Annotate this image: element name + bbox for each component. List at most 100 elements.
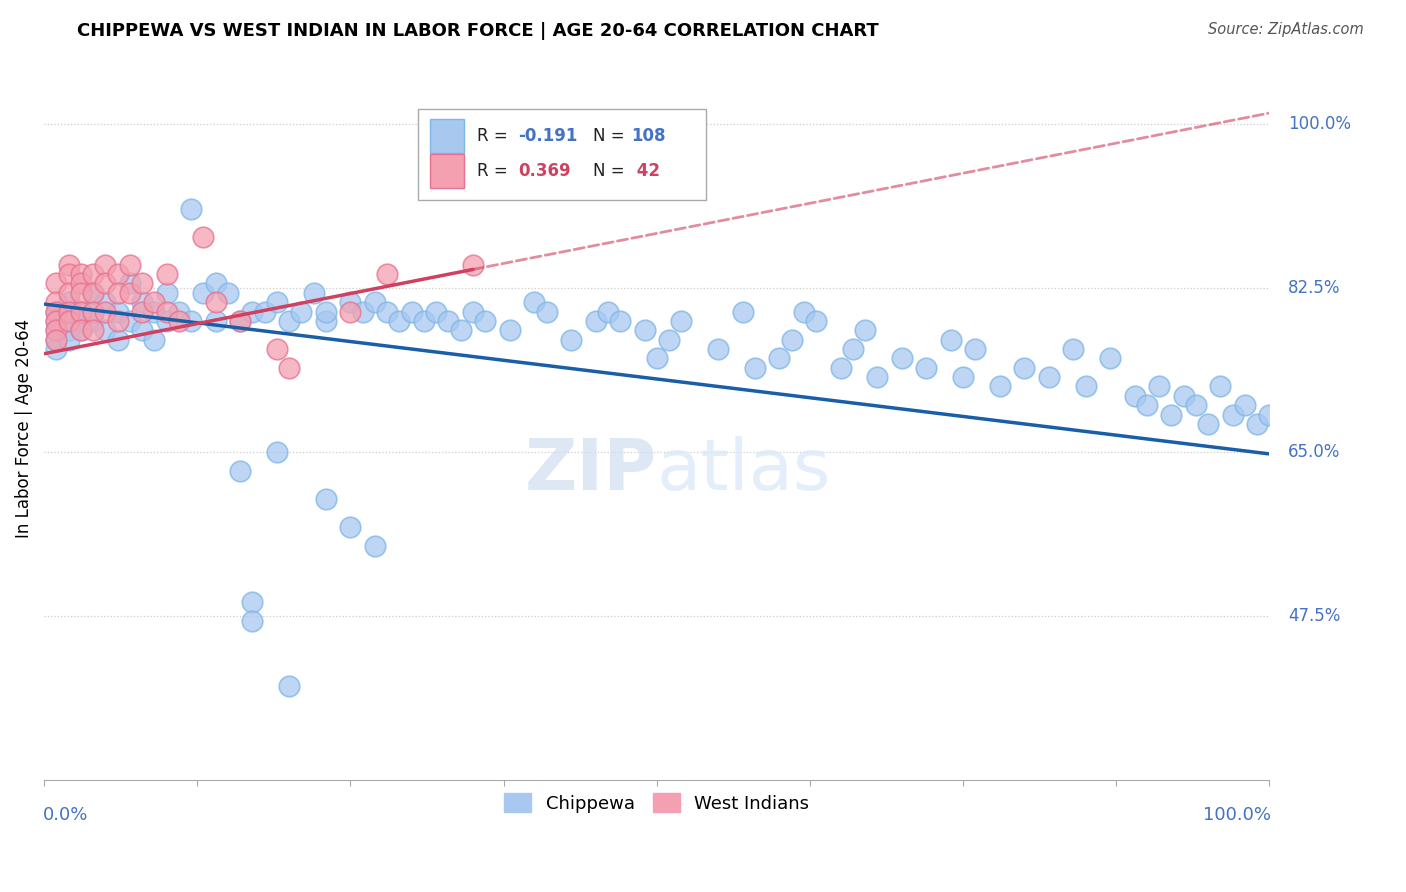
Point: [82, 323, 104, 337]
Point: [339, 520, 361, 534]
Point: [633, 323, 655, 337]
Point: [107, 333, 129, 347]
Point: [302, 285, 325, 300]
Point: [1074, 379, 1097, 393]
Point: [118, 285, 141, 300]
Text: 42: 42: [631, 161, 659, 180]
Point: [364, 539, 387, 553]
Point: [82, 304, 104, 318]
Point: [180, 202, 202, 216]
FancyBboxPatch shape: [418, 109, 706, 201]
Point: [94, 323, 117, 337]
Point: [388, 314, 411, 328]
Point: [1136, 398, 1159, 412]
Point: [596, 304, 619, 318]
Point: [131, 304, 153, 318]
Point: [193, 285, 215, 300]
Point: [58, 314, 80, 328]
Point: [70, 323, 93, 337]
Point: [167, 304, 190, 318]
Point: [204, 277, 226, 291]
Point: [70, 304, 93, 318]
Point: [58, 323, 80, 337]
Text: N =: N =: [593, 161, 630, 180]
Text: ZIP: ZIP: [524, 436, 657, 505]
Point: [339, 295, 361, 310]
Point: [94, 258, 117, 272]
Point: [413, 314, 436, 328]
Point: [1258, 408, 1281, 422]
Point: [70, 304, 93, 318]
Point: [744, 360, 766, 375]
Point: [118, 258, 141, 272]
Point: [830, 360, 852, 375]
Point: [156, 267, 179, 281]
Point: [731, 304, 754, 318]
Text: R =: R =: [477, 127, 513, 145]
Point: [156, 304, 179, 318]
Point: [70, 285, 93, 300]
Point: [658, 333, 681, 347]
Point: [1233, 398, 1256, 412]
Point: [278, 360, 301, 375]
Point: [1014, 360, 1036, 375]
Point: [143, 304, 166, 318]
Point: [499, 323, 522, 337]
Point: [315, 491, 337, 506]
Text: 0.369: 0.369: [519, 161, 571, 180]
Point: [82, 285, 104, 300]
Point: [242, 595, 264, 609]
Point: [242, 614, 264, 628]
Point: [70, 323, 93, 337]
Point: [45, 323, 67, 337]
Text: 100.0%: 100.0%: [1288, 115, 1351, 133]
Text: -0.191: -0.191: [519, 127, 578, 145]
Point: [474, 314, 496, 328]
Point: [45, 295, 67, 310]
Point: [1038, 370, 1060, 384]
Bar: [430, 154, 464, 187]
Point: [339, 304, 361, 318]
Point: [523, 295, 546, 310]
Point: [107, 285, 129, 300]
Point: [131, 277, 153, 291]
Point: [229, 314, 252, 328]
Point: [793, 304, 815, 318]
Point: [156, 285, 179, 300]
Point: [45, 333, 67, 347]
Point: [375, 304, 398, 318]
Point: [107, 267, 129, 281]
Point: [1222, 408, 1244, 422]
Point: [890, 351, 912, 366]
Point: [131, 295, 153, 310]
Point: [1173, 389, 1195, 403]
Point: [364, 295, 387, 310]
Point: [156, 314, 179, 328]
Point: [450, 323, 472, 337]
Point: [866, 370, 889, 384]
Point: [167, 314, 190, 328]
Y-axis label: In Labor Force | Age 20-64: In Labor Force | Age 20-64: [15, 319, 32, 538]
Bar: [430, 119, 464, 153]
Point: [1246, 417, 1268, 431]
Point: [58, 295, 80, 310]
Point: [82, 285, 104, 300]
Text: 0.0%: 0.0%: [44, 806, 89, 824]
Point: [707, 342, 730, 356]
Point: [58, 333, 80, 347]
Point: [58, 304, 80, 318]
Point: [118, 277, 141, 291]
Point: [204, 314, 226, 328]
Point: [1209, 379, 1232, 393]
Point: [1099, 351, 1122, 366]
Point: [266, 342, 288, 356]
Point: [988, 379, 1011, 393]
Point: [143, 333, 166, 347]
Point: [609, 314, 631, 328]
Point: [437, 314, 460, 328]
Point: [1147, 379, 1170, 393]
Text: 108: 108: [631, 127, 665, 145]
Point: [242, 304, 264, 318]
Point: [94, 304, 117, 318]
Point: [82, 314, 104, 328]
